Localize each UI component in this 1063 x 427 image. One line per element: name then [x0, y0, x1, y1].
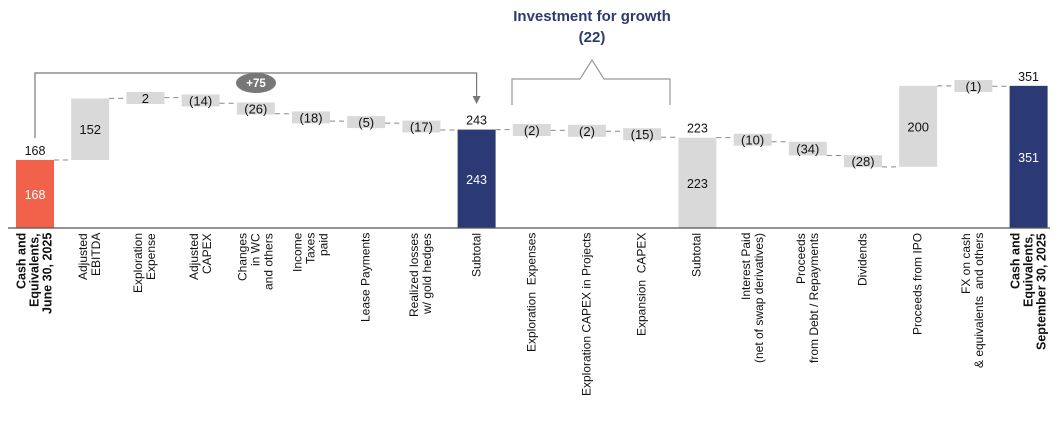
bar-value-label: (2): [579, 124, 595, 139]
bar-3: [181, 94, 220, 107]
bar-7: [402, 120, 441, 133]
bar-total-label: 168: [25, 144, 46, 158]
bar-inner-label: 243: [466, 173, 487, 187]
x-axis-label: Exploration CAPEX in Projects: [579, 233, 594, 397]
bar-0: [16, 159, 54, 228]
bracket-badge-label: +75: [246, 78, 266, 90]
annotation-title: Investment for growth: [513, 8, 671, 25]
x-axis-label: Proceeds from IPO: [910, 233, 925, 336]
x-axis-label: Dividends: [855, 233, 870, 286]
bar-value-label: (5): [358, 115, 374, 130]
bar-inner-label: 223: [687, 177, 708, 191]
x-axis-label: Exploration Expense: [131, 233, 159, 294]
bar-17: [954, 80, 993, 93]
bar-value-label: (10): [741, 133, 764, 148]
x-axis-label: Cash and Equivalents, September 30, 2025: [1008, 233, 1049, 350]
bar-value-label: (17): [410, 120, 433, 135]
bar-value-label: 152: [79, 122, 101, 137]
x-axis-label: Proceeds from Debt / Repayments: [793, 233, 821, 364]
bar-12: [678, 137, 717, 228]
bar-1: [71, 98, 110, 160]
x-axis-label: Interest Paid (net of swap derivatives): [738, 233, 766, 364]
bar-13: [733, 133, 772, 146]
x-axis-label: Adjusted EBITDA: [76, 233, 104, 280]
bar-value-label: (34): [796, 142, 819, 157]
x-axis-label: Income Taxes paid: [290, 233, 331, 273]
x-axis-label: Expansion CAPEX: [634, 233, 649, 337]
bar-value-label: (1): [965, 79, 981, 94]
x-axis-label: Cash and Equivalents, June 30, 2025: [14, 233, 55, 315]
bar-inner-label: 168: [25, 188, 46, 202]
bar-18: [1009, 85, 1048, 228]
bar-total-label: 243: [466, 114, 487, 128]
bar-value-label: (28): [851, 154, 874, 169]
bar-total-label: 223: [687, 122, 708, 136]
bar-value-label: (18): [299, 110, 322, 125]
x-axis-label: Realized losses w/ gold hedges: [407, 233, 435, 318]
bar-total-label: 351: [1018, 70, 1039, 84]
bar-value-label: 2: [142, 91, 149, 106]
x-axis-label: Changes in WC and others: [235, 233, 276, 290]
bar-value-label: (2): [524, 123, 540, 138]
bar-value-label: (15): [631, 127, 654, 142]
x-axis-label: Exploration Expenses: [524, 233, 539, 353]
bar-15: [844, 155, 882, 168]
bracket-badge: [236, 73, 276, 93]
x-axis-label: Subtotal: [689, 233, 704, 278]
bar-8: [457, 129, 496, 228]
bar-6: [347, 116, 386, 129]
bar-2: [126, 91, 165, 104]
bar-11: [623, 128, 662, 141]
bar-10: [568, 124, 606, 137]
x-axis-label: Lease Payments: [358, 233, 373, 323]
bar-value-label: (14): [189, 93, 212, 108]
arrow-head-icon: [472, 96, 481, 104]
bar-value-label: 200: [907, 119, 929, 134]
investment-bracket: [511, 58, 671, 105]
x-axis-label: Subtotal: [469, 233, 484, 278]
x-axis-label: Adjusted CAPEX: [186, 233, 214, 280]
bar-4: [236, 102, 275, 115]
x-axis-label: FX on cash & equivalents and others: [959, 233, 987, 369]
bar-14: [788, 141, 827, 156]
bar-inner-label: 351: [1018, 151, 1039, 165]
bar-5: [292, 111, 330, 124]
bar-value-label: (26): [244, 102, 267, 117]
annotation-value: (22): [578, 29, 606, 46]
bar-9: [512, 123, 551, 136]
bar-16: [899, 85, 938, 167]
bracket-line: [34, 72, 478, 138]
